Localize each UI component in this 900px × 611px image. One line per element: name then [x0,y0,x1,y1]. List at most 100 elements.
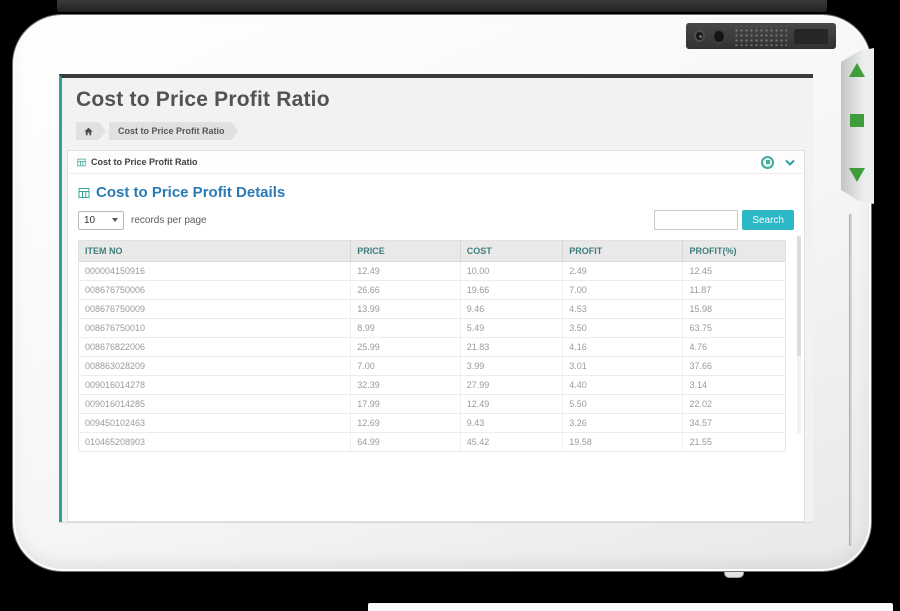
table-cell: 7.00 [350,356,461,376]
stylus-groove [849,214,852,546]
table-cell: 008676750010 [78,318,352,338]
table-cell: 000004150916 [78,261,352,281]
panel-body: Cost to Price Profit Details 10 records … [68,174,804,458]
table-cell: 10.00 [460,261,564,281]
table-cell: 17.99 [350,394,461,414]
table-cell: 12.69 [350,413,461,433]
breadcrumb-home[interactable] [76,122,106,140]
table-cell: 8.99 [350,318,461,338]
table-cell: 19.66 [460,280,564,300]
table-cell: 4.76 [682,337,786,357]
table-row: 010465208903 64.99 45.42 19.58 21.55 [78,432,786,452]
table-cell: 3.01 [562,356,684,376]
table-cell: 64.99 [350,432,461,452]
table-cell: 12.49 [460,394,564,414]
table-row: 009016014278 32.39 27.99 4.40 3.14 [78,375,786,395]
table-cell: 22.02 [682,394,786,414]
table-cell: 9.46 [460,299,564,319]
table-icon [77,158,86,166]
keyboard-edge [368,603,893,611]
table-cell: 34.57 [682,413,786,433]
content-panel: Cost to Price Profit Ratio Cost to Price… [67,150,805,522]
page-size-select[interactable]: 10 [78,210,124,230]
camera-lens-icon [712,28,727,44]
table-cell: 3.26 [562,413,684,433]
column-header-profit[interactable]: PROFIT [562,240,684,262]
table-cell: 2.49 [562,261,684,281]
circle-toggle-icon[interactable] [761,155,774,169]
table-cell: 5.50 [562,394,684,414]
table-row: 000004150916 12.49 10.00 2.49 12.45 [78,261,786,281]
table-cell: 13.99 [350,299,461,319]
table-cell: 7.00 [562,280,684,300]
table-cell: 009016014285 [78,394,352,414]
search-button[interactable]: Search [742,210,794,230]
table-controls: 10 records per page Search [78,210,794,230]
tablet-top-edge [57,0,827,12]
data-table: ITEM NO PRICE COST PROFIT PROFIT(%) 0000… [78,240,786,452]
table-row: 009016014285 17.99 12.49 5.50 22.02 [78,394,786,414]
table-cell: 5.49 [460,318,564,338]
column-header-item-no[interactable]: ITEM NO [78,240,352,262]
table-cell: 27.99 [460,375,564,395]
side-button-down-icon [849,168,865,182]
table-cell: 4.53 [562,299,684,319]
chevron-down-icon [112,218,118,222]
table-row: 009450102463 12.69 9.43 3.26 34.57 [78,413,786,433]
table-cell: 32.39 [350,375,461,395]
side-button-up-icon [849,63,865,77]
sensor-window [793,28,828,44]
screen: Cost to Price Profit Ratio Cost to Price… [59,74,813,522]
camera-bar [686,23,836,49]
table-cell: 009016014278 [78,375,352,395]
column-header-price[interactable]: PRICE [350,240,461,262]
table-body: 000004150916 12.49 10.00 2.49 12.45 008676750… [78,261,786,452]
panel-header: Cost to Price Profit Ratio [68,151,804,174]
table-header: ITEM NO PRICE COST PROFIT PROFIT(%) [78,240,786,262]
table-cell: 3.99 [460,356,564,376]
table-cell: 008676822006 [78,337,352,357]
tablet-frame: Cost to Price Profit Ratio Cost to Price… [12,14,872,572]
table-row: 008676750010 8.99 5.49 3.50 63.75 [78,318,786,338]
details-heading: Cost to Price Profit Details [78,184,794,201]
table-cell: 008676750006 [78,280,352,300]
column-header-profit-pct[interactable]: PROFIT(%) [682,240,786,262]
table-icon [78,187,90,198]
table-row: 008676822006 25.99 21.83 4.16 4.76 [78,337,786,357]
side-button-select-icon [850,114,864,127]
table-cell: 21.83 [460,337,564,357]
table-cell: 9.43 [460,413,564,433]
speaker-grille [733,26,787,46]
table-cell: 010465208903 [78,432,352,452]
camera-icon [694,30,706,42]
table-cell: 25.99 [350,337,461,357]
table-scrollbar[interactable] [797,236,801,434]
breadcrumb-item[interactable]: Cost to Price Profit Ratio [109,122,239,140]
page-size-value: 10 [84,214,96,226]
table-cell: 11.87 [682,280,786,300]
table-cell: 12.49 [350,261,461,281]
table-cell: 26.66 [350,280,461,300]
table-cell: 63.75 [682,318,786,338]
table-cell: 008863028209 [78,356,352,376]
breadcrumb: Cost to Price Profit Ratio [76,122,239,140]
table-cell: 009450102463 [78,413,352,433]
table-cell: 4.16 [562,337,684,357]
side-button-panel [841,48,874,204]
table-cell: 21.55 [682,432,786,452]
page-title: Cost to Price Profit Ratio [76,88,330,111]
panel-title: Cost to Price Profit Ratio [91,157,198,167]
column-header-cost[interactable]: COST [460,240,564,262]
table-cell: 15.98 [682,299,786,319]
table-cell: 008676750009 [78,299,352,319]
table-cell: 12.45 [682,261,786,281]
table-row: 008863028209 7.00 3.99 3.01 37.66 [78,356,786,376]
chevron-down-icon[interactable] [785,159,795,166]
details-title: Cost to Price Profit Details [96,184,286,201]
table-cell: 3.14 [682,375,786,395]
scrollbar-thumb[interactable] [797,236,801,356]
table-cell: 45.42 [460,432,564,452]
search-input[interactable] [654,210,739,230]
records-per-page-label: records per page [131,214,207,226]
